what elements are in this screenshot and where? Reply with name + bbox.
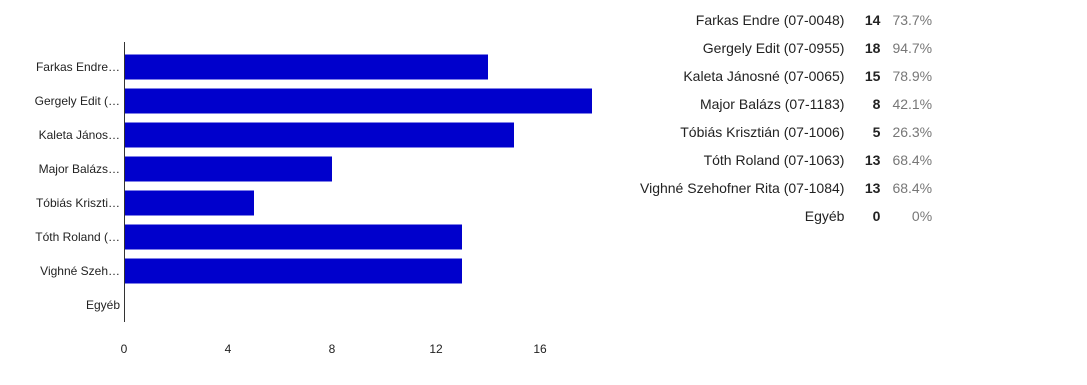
summary-name: Farkas Endre (07-0048): [695, 12, 845, 28]
summary-row: Tóbiás Krisztián (07-1006) 5 26.3%: [640, 118, 932, 146]
summary-count: 14: [864, 12, 881, 28]
y-tick-label: Vighné Szeh…: [40, 264, 120, 278]
summary-table: Farkas Endre (07-0048) 14 73.7% Gergely Edi…: [640, 6, 932, 230]
summary-count: 5: [872, 124, 881, 140]
summary-row: Vighné Szehofner Rita (07-1084) 13 68.4%: [640, 174, 932, 202]
summary-count: 15: [864, 68, 881, 84]
summary-count: 18: [864, 40, 881, 56]
bar-5[interactable]: [124, 224, 462, 250]
summary-count: 0: [872, 208, 881, 224]
summary-row: Gergely Edit (07-0955) 18 94.7%: [640, 34, 932, 62]
y-tick-label: Tóbiás Kriszti…: [36, 196, 120, 210]
bar-3[interactable]: [124, 156, 332, 182]
y-tick-label: Kaleta János…: [39, 128, 120, 142]
bar-2[interactable]: [124, 122, 514, 148]
summary-percent: 78.9%: [892, 68, 933, 84]
summary-count: 13: [864, 152, 881, 168]
bar-chart: Farkas Endre… Gergely Edit (… Kaleta János…: [35, 42, 592, 356]
y-tick-label: Major Balázs…: [39, 162, 120, 176]
x-tick-label: 0: [121, 342, 128, 356]
bar-6[interactable]: [124, 258, 462, 284]
bar-1[interactable]: [124, 88, 592, 114]
summary-percent: 42.1%: [892, 96, 933, 112]
x-tick-label: 16: [533, 342, 547, 356]
summary-name: Gergely Edit (07-0955): [702, 40, 845, 56]
x-tick-label: 12: [429, 342, 443, 356]
summary-name: Tóth Roland (07-1063): [703, 152, 845, 168]
x-tick-labels: 0 4 8 12 16: [121, 342, 547, 356]
summary-name: Major Balázs (07-1183): [699, 96, 845, 112]
summary-name: Tóbiás Krisztián (07-1006): [680, 124, 845, 140]
bars-group: [124, 54, 592, 284]
y-tick-labels: Farkas Endre… Gergely Edit (… Kaleta János…: [35, 60, 121, 312]
summary-row: Farkas Endre (07-0048) 14 73.7%: [640, 6, 932, 34]
summary-row: Kaleta Jánosné (07-0065) 15 78.9%: [640, 62, 932, 90]
summary-count: 8: [872, 96, 881, 112]
summary-row: Tóth Roland (07-1063) 13 68.4%: [640, 146, 933, 174]
summary-percent: 73.7%: [892, 12, 933, 28]
x-tick-label: 4: [225, 342, 232, 356]
summary-row: Egyéb 0 0%: [640, 202, 932, 230]
summary-count: 13: [864, 180, 881, 196]
bar-4[interactable]: [124, 190, 254, 216]
summary-percent: 26.3%: [892, 124, 933, 140]
summary-row: Major Balázs (07-1183) 8 42.1%: [640, 90, 932, 118]
summary-percent: 68.4%: [892, 180, 933, 196]
y-tick-label: Gergely Edit (…: [35, 94, 120, 108]
summary-percent: 0%: [911, 208, 933, 224]
summary-percent: 94.7%: [892, 40, 933, 56]
summary-name: Kaleta Jánosné (07-0065): [683, 68, 845, 84]
y-tick-label: Egyéb: [86, 298, 120, 312]
summary-name: Egyéb: [804, 208, 845, 224]
summary-name: Vighné Szehofner Rita (07-1084): [640, 180, 845, 196]
bar-0[interactable]: [124, 54, 488, 80]
y-tick-label: Tóth Roland (…: [35, 230, 120, 244]
summary-percent: 68.4%: [892, 152, 933, 168]
y-tick-label: Farkas Endre…: [36, 60, 120, 74]
x-tick-label: 8: [329, 342, 336, 356]
